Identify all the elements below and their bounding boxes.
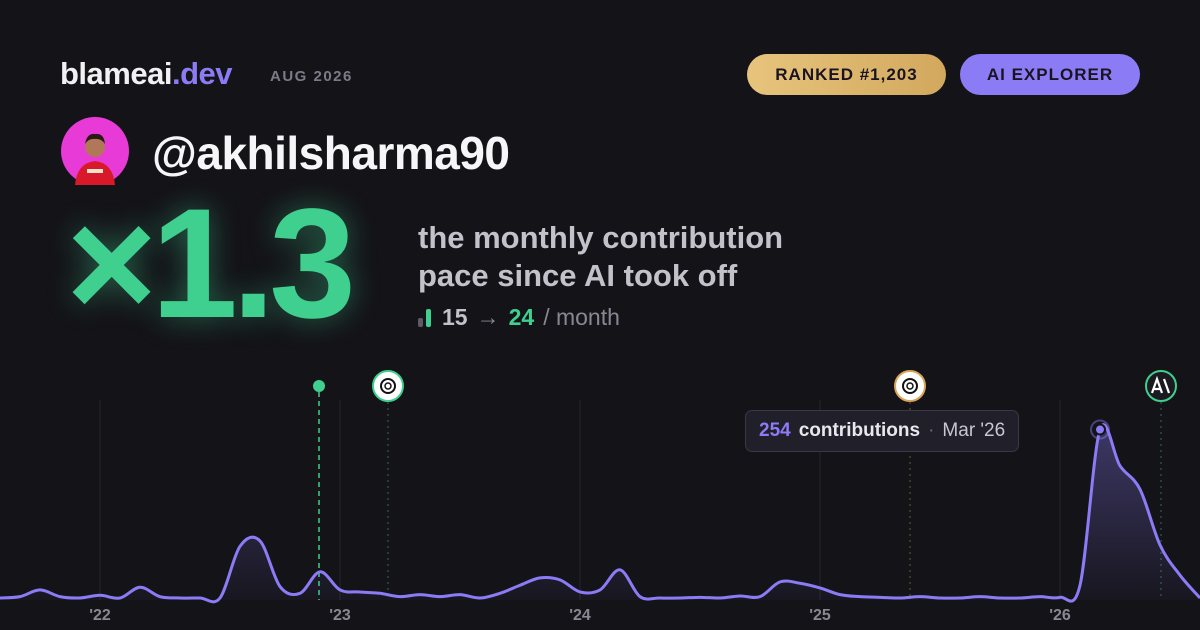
line [0,423,1200,604]
openai-marker [894,370,926,402]
tooltip-label: contributions [798,420,921,441]
x-tick-label: '23 [329,607,351,624]
pace: 15 → 24 / month [418,304,620,331]
openai-marker [372,370,404,402]
x-tick-label: '26 [1049,607,1071,624]
x-tick-label: '24 [569,607,591,624]
pace-icon [418,308,431,327]
handle: @akhilsharma90 [152,127,510,179]
x-tick-label: '22 [89,607,111,624]
pace-unit: / month [543,304,620,330]
tooltip-separator: · [928,420,935,441]
description-line: pace since AI took off [418,258,738,293]
description-line: the monthly contribution [418,220,784,255]
peak-ring [1090,419,1110,440]
peak-point [1094,423,1106,436]
brand: blameai.dev [60,56,232,92]
event-dot [313,380,325,392]
brand-suffix: .dev [171,56,233,91]
tooltip-date: Mar '26 [942,420,1006,441]
pace-to: 24 [508,304,535,330]
period: AUG 2026 [270,68,353,85]
pace-arrow: → [476,304,500,330]
brand-name: blameai [60,56,172,91]
area [0,424,1200,602]
avatar [61,117,129,185]
multiplier: ×1.3 [66,177,356,351]
x-tick-label: '25 [809,607,831,624]
tooltip: 254 contributions · Mar '26 [745,410,1020,452]
tier-badge: AI EXPLORER [960,54,1140,95]
pace-from: 15 [442,304,468,330]
rank-badge: RANKED #1,203 [747,54,946,95]
tooltip-value: 254 [759,420,791,441]
anthropic-marker [1145,370,1177,402]
